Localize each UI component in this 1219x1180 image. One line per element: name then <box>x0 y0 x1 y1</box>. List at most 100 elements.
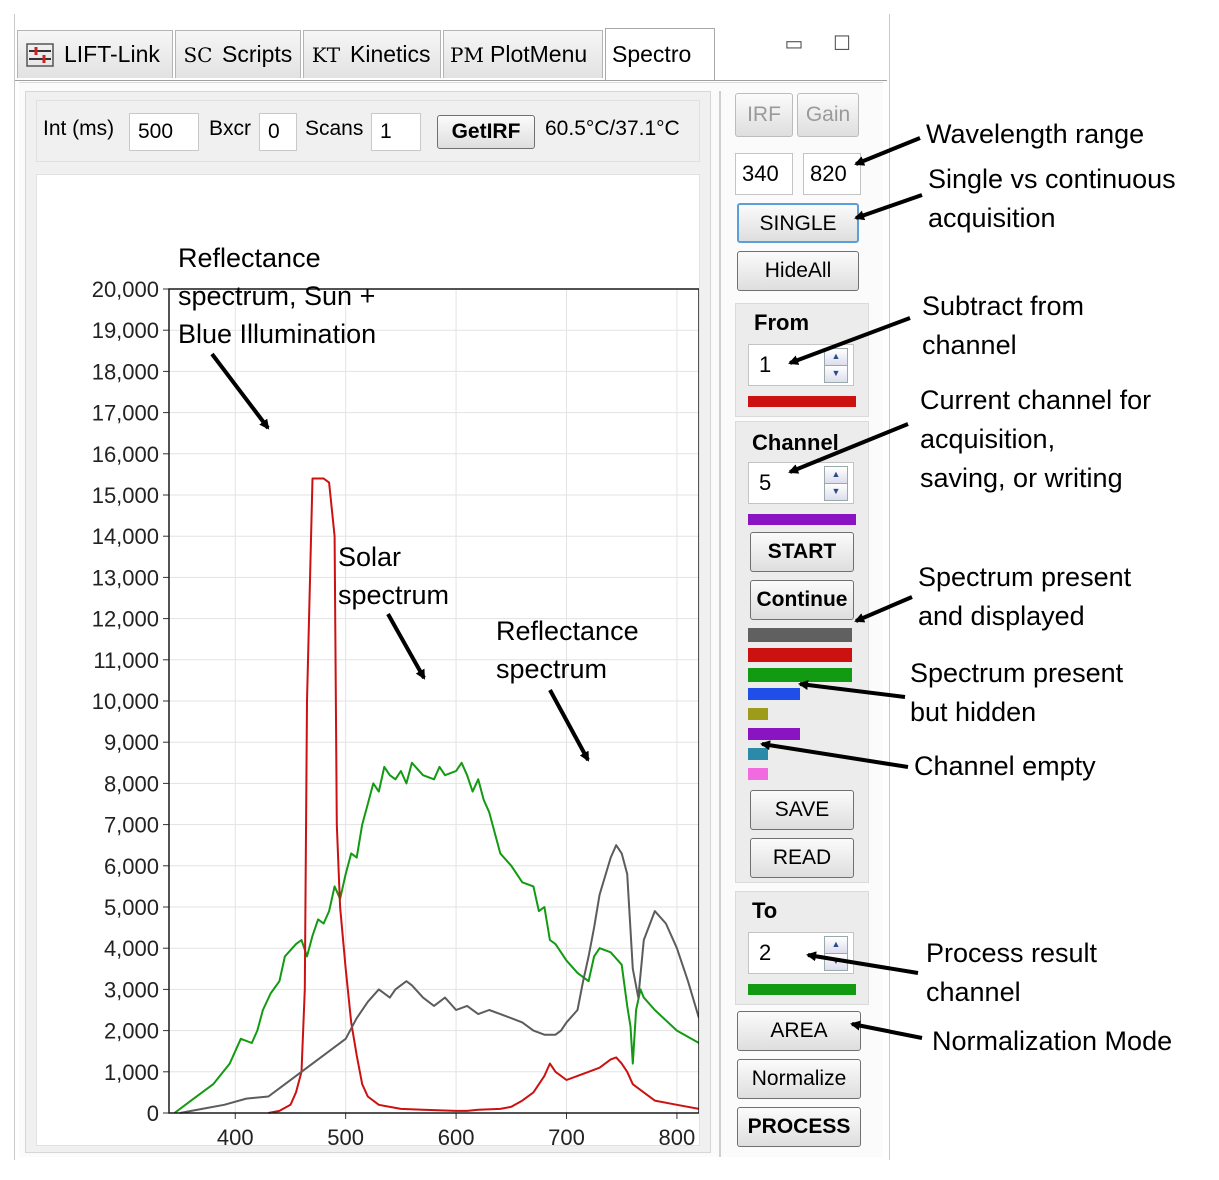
lift-link-icon <box>24 40 56 70</box>
annotation-line: Blue Illumination <box>178 319 377 349</box>
channel-6-status-bar[interactable] <box>748 728 800 740</box>
annotation-line: Process result <box>926 938 1098 968</box>
read-button[interactable]: READ <box>750 838 854 878</box>
subtract-from-annotation: Subtract from channel <box>922 287 1084 365</box>
channel-3-status-bar[interactable] <box>748 668 852 682</box>
y-tick-label: 7,000 <box>104 813 159 838</box>
annotation-line: acquisition <box>928 203 1056 233</box>
channel-7-status-bar[interactable] <box>748 748 768 760</box>
y-tick-label: 4,000 <box>104 936 159 961</box>
reflectance-sun-blue-annotation: Reflectance spectrum, Sun + Blue Illumin… <box>178 239 376 353</box>
series-line-2 <box>268 477 700 1114</box>
y-tick-label: 6,000 <box>104 854 159 879</box>
spin-up-icon[interactable]: ▲ <box>824 348 848 366</box>
single-button[interactable]: SINGLE <box>737 203 859 243</box>
process-button[interactable]: PROCESS <box>737 1107 861 1147</box>
tab-scripts[interactable]: SC Scripts <box>175 30 301 78</box>
minimize-icon[interactable]: ▭ <box>784 33 804 55</box>
continue-button[interactable]: Continue <box>750 580 854 620</box>
annotation-line: Current channel for <box>920 385 1152 415</box>
spin-down-icon[interactable]: ▼ <box>824 365 848 383</box>
channel-label: Channel <box>752 430 839 455</box>
range-from-field[interactable]: 340 <box>735 153 793 195</box>
channel-1-status-bar[interactable] <box>748 628 852 642</box>
tab-strip: LIFT-Link SC Scripts KT Kinetics PM Plot… <box>15 22 887 81</box>
annotation-line: spectrum, Sun + <box>178 281 376 311</box>
scans-field[interactable]: 1 <box>371 113 421 151</box>
area-button[interactable]: AREA <box>737 1011 861 1051</box>
int-ms-field[interactable]: 500 <box>129 113 199 151</box>
tab-label: Kinetics <box>350 41 431 67</box>
getirf-button[interactable]: GetIRF <box>437 115 535 149</box>
gain-button[interactable]: Gain <box>797 93 859 137</box>
channel-color-bar <box>748 514 856 525</box>
channel-empty-annotation: Channel empty <box>914 751 1096 781</box>
y-tick-label: 1,000 <box>104 1060 159 1085</box>
spin-up-icon[interactable]: ▲ <box>824 936 848 954</box>
spin-up-icon[interactable]: ▲ <box>824 466 848 484</box>
maximize-icon[interactable]: ☐ <box>833 33 851 55</box>
x-tick-label: 600 <box>438 1125 475 1145</box>
tab-plotmenu[interactable]: PM PlotMenu <box>443 30 603 78</box>
save-button[interactable]: SAVE <box>750 790 854 830</box>
tab-kinetics[interactable]: KT Kinetics <box>303 30 441 78</box>
right-panel: IRF Gain 340 820 SINGLE HideAll From 1 ▲… <box>715 91 875 1157</box>
x-tick-label: 800 <box>659 1125 696 1145</box>
channel-8-status-bar[interactable] <box>748 768 768 780</box>
y-tick-label: 8,000 <box>104 771 159 796</box>
left-panel: Int (ms) 500 Bxcr 0 Scans 1 GetIRF 60.5°… <box>25 91 711 1180</box>
annotation-line: Subtract from <box>922 291 1085 321</box>
annotation-line: saving, or writing <box>920 463 1123 493</box>
channel-2-status-bar[interactable] <box>748 648 852 662</box>
plotmenu-icon: PM <box>450 42 484 67</box>
spin-down-icon[interactable]: ▼ <box>824 953 848 971</box>
from-group: From 1 ▲ ▼ <box>735 303 869 417</box>
spin-down-icon[interactable]: ▼ <box>824 483 848 501</box>
spectrum-present-displayed-annotation: Spectrum present and displayed <box>918 558 1131 636</box>
spectro-panel: Int (ms) 500 Bxcr 0 Scans 1 GetIRF 60.5°… <box>19 82 883 1180</box>
y-tick-label: 15,000 <box>92 483 159 508</box>
annotation-line: Reflectance <box>496 616 639 646</box>
current-channel-annotation: Current channel for acquisition, saving,… <box>920 381 1151 498</box>
int-label: Int (ms) <box>43 117 115 140</box>
kinetics-icon: KT <box>311 42 341 67</box>
to-group: To 2 ▲ ▼ <box>735 891 869 1005</box>
scans-label: Scans <box>305 117 364 140</box>
temperature-readout: 60.5°C/37.1°C <box>545 117 680 140</box>
irf-button[interactable]: IRF <box>735 93 793 137</box>
y-tick-label: 10,000 <box>92 689 159 714</box>
annotation-line: channel <box>926 977 1021 1007</box>
tab-spectro[interactable]: Spectro <box>605 28 715 80</box>
annotation-line: Spectrum present <box>918 562 1132 592</box>
y-tick-label: 17,000 <box>92 401 159 426</box>
start-button[interactable]: START <box>750 532 854 572</box>
tab-lift-link[interactable]: LIFT-Link <box>17 30 173 78</box>
channel-4-status-bar[interactable] <box>748 688 800 700</box>
y-tick-label: 16,000 <box>92 442 159 467</box>
normalize-button[interactable]: Normalize <box>737 1059 861 1099</box>
solar-spectrum-annotation: Solar spectrum <box>338 538 449 614</box>
tab-label: Spectro <box>612 41 692 67</box>
bxcr-field[interactable]: 0 <box>259 113 297 151</box>
range-to-field[interactable]: 820 <box>803 153 861 195</box>
x-tick-label: 500 <box>327 1125 364 1145</box>
process-result-annotation: Process result channel <box>926 934 1097 1012</box>
y-tick-label: 3,000 <box>104 977 159 1002</box>
spectrum-chart-svg: 0 1,000 2,000 3,000 4,000 5,000 6,000 7,000 8,00… <box>92 277 700 1180</box>
tab-label: LIFT-Link <box>64 41 160 67</box>
bxcr-label: Bxcr <box>209 117 251 140</box>
annotation-line: spectrum <box>338 580 450 610</box>
annotation-line: and displayed <box>918 601 1085 631</box>
tab-label: Scripts <box>222 41 293 67</box>
channel-group: Channel 5 ▲ ▼ START Continue SAVE READ <box>735 421 869 883</box>
series-line-3 <box>179 844 700 1114</box>
annotation-line: but hidden <box>910 697 1037 727</box>
y-tick-label: 9,000 <box>104 730 159 755</box>
series-line-1 <box>173 761 700 1114</box>
hideall-button[interactable]: HideAll <box>737 251 859 291</box>
scripts-icon: SC <box>183 42 213 67</box>
annotation-line: Single vs continuous <box>928 164 1176 194</box>
annotation-line: channel <box>922 330 1017 360</box>
y-tick-label: 19,000 <box>92 318 159 343</box>
channel-5-status-bar[interactable] <box>748 708 768 720</box>
